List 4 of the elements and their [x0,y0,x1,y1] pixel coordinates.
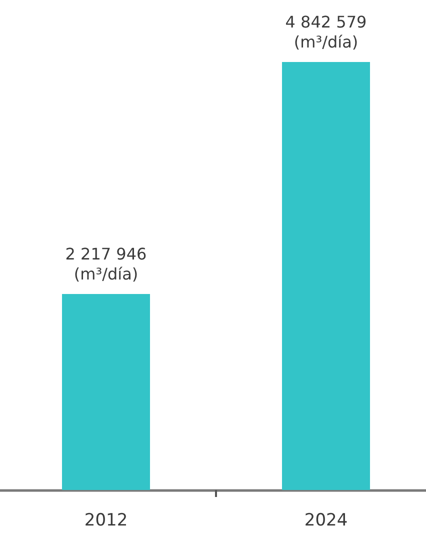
data-label: 2 217 946 (m³/día) [65,244,147,284]
x-tick-label: 2012 [84,510,128,530]
x-tick-label: 2024 [304,510,348,530]
data-label: 4 842 579 (m³/día) [285,12,367,52]
